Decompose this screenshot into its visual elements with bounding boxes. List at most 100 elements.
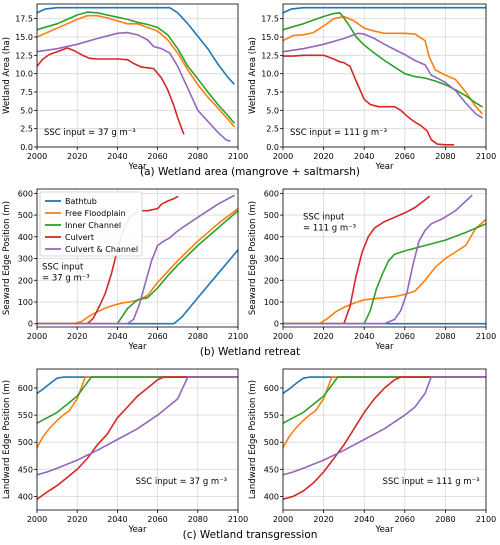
panel-b-left: 2000 2020 2040 2060 2080 2100 0 100 200 300 400 500… bbox=[2, 188, 248, 352]
plot-frame bbox=[282, 3, 487, 148]
x-axis-label: Year bbox=[128, 342, 148, 352]
plot-frame bbox=[282, 188, 487, 328]
annotation-ssc-input-line: = 111 g m⁻³ bbox=[303, 223, 356, 233]
annotation-ssc-input: SSC input = 111 g m⁻³ bbox=[290, 128, 387, 138]
x-tick-label: 2100 bbox=[476, 332, 496, 341]
x-tick-label: 2060 bbox=[147, 515, 167, 524]
plot-frame bbox=[36, 368, 239, 511]
series-line-free-floodplain bbox=[283, 376, 486, 449]
x-tick-label: 2080 bbox=[435, 152, 455, 161]
legend-label-culvert-and-channel: Culvert & Channel bbox=[65, 245, 138, 254]
legend-box bbox=[39, 191, 143, 257]
y-tick-label: 400 bbox=[18, 492, 33, 501]
y-tick-label: 0 bbox=[28, 320, 33, 329]
x-axis-label: Year bbox=[128, 525, 148, 535]
series-line-bathtub bbox=[283, 6, 486, 14]
y-tick-label: 500 bbox=[264, 211, 279, 220]
series-line-culvert bbox=[283, 54, 455, 146]
x-axis-label: Year bbox=[128, 162, 148, 172]
x-tick-label: 2040 bbox=[354, 515, 374, 524]
annotation-ssc-input-line: SSC input bbox=[42, 262, 84, 272]
y-tick-label: 500 bbox=[18, 438, 33, 447]
series-group bbox=[37, 6, 235, 142]
series-line-inner-channel bbox=[37, 209, 238, 325]
series-line-inner-channel bbox=[283, 223, 486, 325]
x-tick-label: 2020 bbox=[313, 332, 333, 341]
x-tick-label: 2080 bbox=[435, 515, 455, 524]
y-tick-label: 10.0 bbox=[261, 70, 279, 79]
y-tick-label: 600 bbox=[264, 384, 279, 393]
series-line-culvert-and-channel bbox=[37, 31, 231, 142]
y-tick-label: 100 bbox=[264, 298, 279, 307]
series-group bbox=[37, 194, 238, 325]
x-tick-label: 2100 bbox=[476, 515, 496, 524]
x-tick-label: 2040 bbox=[107, 332, 127, 341]
y-tick-label: 100 bbox=[18, 298, 33, 307]
legend-label-free-floodplain: Free Floodplain bbox=[65, 209, 126, 218]
series-line-culvert-and-channel bbox=[283, 376, 486, 476]
y-tick-label: 200 bbox=[264, 276, 279, 285]
y-tick-label: 0 bbox=[274, 320, 279, 329]
y-tick-label: 200 bbox=[18, 276, 33, 285]
y-tick-label: 600 bbox=[264, 189, 279, 198]
x-tick-label: 2020 bbox=[313, 152, 333, 161]
series-line-inner-channel bbox=[283, 12, 483, 108]
x-axis-label: Year bbox=[375, 162, 395, 172]
x-tick-label: 2060 bbox=[395, 515, 415, 524]
annotation-ssc-input-line: SSC input bbox=[303, 212, 345, 222]
panel-c-left: 2000 2020 2040 2060 2080 2100 400 450 500 550 600 Y… bbox=[2, 368, 248, 535]
series-line-inner-channel bbox=[37, 376, 238, 425]
annotation-ssc-input: SSC input = 111 g m⁻³ bbox=[382, 477, 479, 487]
series-line-free-floodplain bbox=[283, 15, 483, 115]
x-tick-label: 2060 bbox=[395, 152, 415, 161]
x-tick-label: 2040 bbox=[354, 332, 374, 341]
y-tick-label: 17.5 bbox=[261, 15, 279, 24]
series-line-free-floodplain bbox=[283, 218, 486, 325]
x-tick-label: 2060 bbox=[147, 152, 167, 161]
y-tick-label: 5.0 bbox=[266, 106, 279, 115]
series-line-culvert-and-channel bbox=[283, 32, 483, 119]
series-line-free-floodplain bbox=[37, 376, 238, 449]
legend: Bathtub Free Floodplain Inner Channel Culve… bbox=[39, 191, 143, 257]
x-axis-label: Year bbox=[375, 525, 395, 535]
y-tick-label: 2.5 bbox=[266, 125, 279, 134]
series-line-culvert-and-channel bbox=[37, 376, 238, 476]
caption-b: (b) Wetland retreat bbox=[200, 346, 300, 358]
y-tick-label: 12.5 bbox=[15, 51, 33, 60]
y-tick-label: 550 bbox=[264, 411, 279, 420]
y-tick-label: 7.5 bbox=[266, 88, 279, 97]
series-line-bathtub bbox=[283, 376, 486, 395]
y-tick-label: 550 bbox=[18, 411, 33, 420]
y-tick-label: 0.0 bbox=[20, 143, 33, 152]
caption-c: (c) Wetland transgression bbox=[183, 529, 318, 541]
y-tick-label: 12.5 bbox=[261, 51, 279, 60]
x-tick-label: 2080 bbox=[435, 332, 455, 341]
y-axis-label: Wetland Area (ha) bbox=[248, 37, 258, 114]
y-tick-label: 400 bbox=[264, 492, 279, 501]
y-axis-label: Wetland Area (ha) bbox=[2, 37, 12, 114]
series-line-culvert bbox=[37, 376, 238, 501]
x-tick-label: 2020 bbox=[67, 332, 87, 341]
x-tick-label: 2100 bbox=[228, 332, 248, 341]
x-tick-label: 2020 bbox=[67, 515, 87, 524]
y-tick-label: 500 bbox=[18, 211, 33, 220]
series-line-culvert bbox=[283, 376, 486, 501]
y-tick-label: 300 bbox=[18, 255, 33, 264]
y-axis-label: Landward Edge Position (m) bbox=[2, 380, 12, 499]
y-tick-label: 5.0 bbox=[20, 106, 33, 115]
y-axis-label: Landward Edge Position (m) bbox=[248, 380, 258, 499]
series-group bbox=[283, 6, 486, 146]
x-tick-label: 2040 bbox=[107, 515, 127, 524]
x-tick-label: 2000 bbox=[273, 152, 293, 161]
x-tick-label: 2040 bbox=[354, 152, 374, 161]
x-tick-label: 2100 bbox=[228, 515, 248, 524]
x-tick-label: 2080 bbox=[188, 152, 208, 161]
y-tick-label: 450 bbox=[18, 465, 33, 474]
x-tick-label: 2100 bbox=[476, 152, 496, 161]
y-axis-label: Seaward Edge Position (m) bbox=[2, 201, 12, 315]
series-line-free-floodplain bbox=[37, 14, 235, 128]
y-tick-label: 15.0 bbox=[15, 33, 33, 42]
x-tick-label: 2060 bbox=[147, 332, 167, 341]
x-tick-label: 2000 bbox=[273, 332, 293, 341]
x-tick-label: 2100 bbox=[228, 152, 248, 161]
